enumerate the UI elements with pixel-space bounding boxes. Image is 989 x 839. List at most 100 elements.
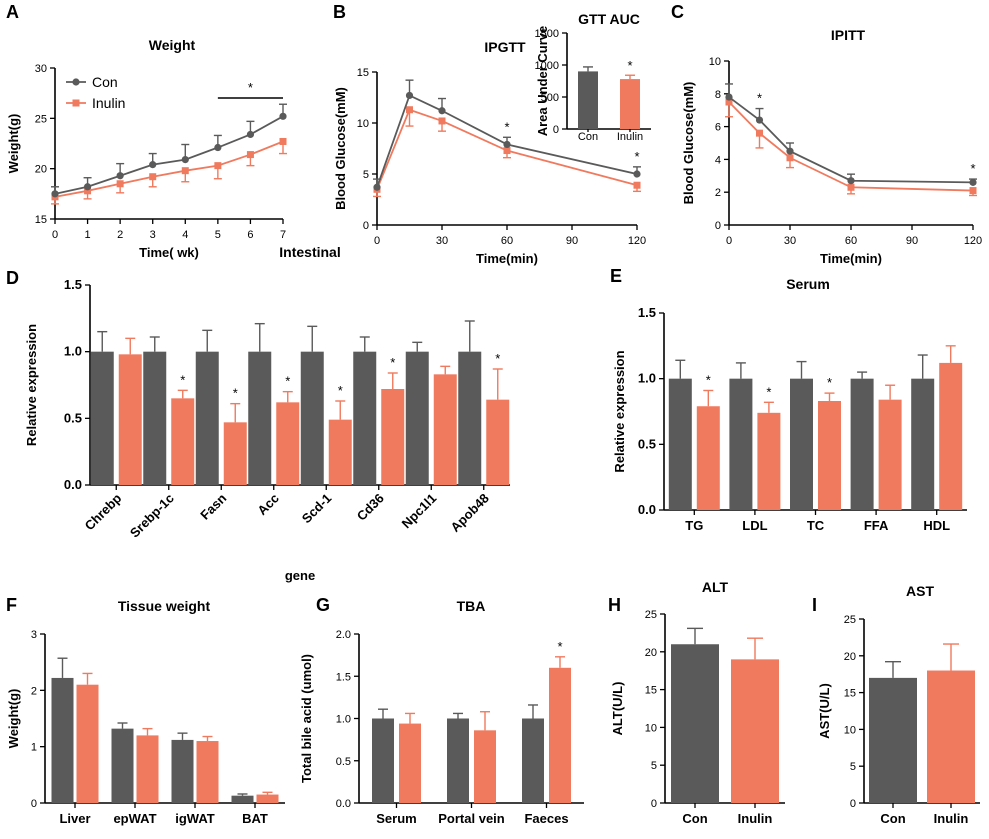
chart-title: Serum [786,276,830,292]
bar-inulin [256,794,279,803]
x-axis-label: Time(min) [476,251,538,266]
bar-inulin [696,406,720,510]
y-tick-label: 15 [357,67,369,79]
x-tick-label: Srebp-1c [127,491,177,541]
x-axis-label: gene [285,568,315,583]
y-tick-label: 20 [645,647,657,659]
y-tick-label: 1.0 [64,344,82,359]
y-tick-label: 6 [715,122,721,134]
y-tick-label: 30 [35,63,47,75]
data-point-con [279,112,287,120]
x-tick-label: 120 [964,235,982,247]
bar-inulin [549,667,571,803]
chart-title: TBA [457,598,486,614]
data-point-con [214,143,222,152]
significance-star: * [757,91,762,106]
chart-A: A Weight 15 20 25 30 0 1 2 3 4 5 6 7 Time( wk) Weight(g… [6,2,287,260]
y-tick-label: 20 [844,651,856,663]
x-tick-label: igWAT [175,811,215,826]
significance-star: * [285,374,290,389]
x-axis-label: Time( wk) [139,245,199,260]
bar-inulin [136,735,159,803]
y-tick-label: 0.0 [336,798,351,810]
y-tick-label: 0.5 [64,410,82,425]
x-tick-label: Serum [376,811,416,826]
x-tick-label: 30 [784,235,796,247]
x-tick-label: Scd-1 [299,491,335,527]
y-tick-label: 1.5 [336,671,351,683]
data-point-inulin [149,173,157,181]
significance-star: * [706,372,711,387]
significance-star: * [180,372,185,387]
x-tick-label: 5 [215,229,221,241]
data-point-con [149,161,157,169]
y-axis-label: AST(U/L) [817,683,832,739]
y-tick-label: 5 [651,760,657,772]
x-tick-label: Faeces [524,811,568,826]
y-axis-label: Blood Glucose(mM) [681,82,696,205]
bar-inulin [399,723,421,803]
y-tick-label: 1000 [535,60,559,72]
y-tick-label: 10 [844,724,856,736]
significance-star: * [338,383,343,398]
data-point-con [633,170,641,178]
y-tick-label: 8 [715,89,721,101]
y-tick-label: 20 [35,164,47,176]
x-tick-label: Cd36 [354,491,387,524]
bar-inulin [878,399,902,510]
chart-title: Tissue weight [118,598,211,614]
panel-letter: H [608,595,621,615]
y-tick-label: 25 [35,113,47,125]
x-axis-label: Time(min) [820,251,882,266]
panel-letter: B [333,2,346,22]
bar-con [90,351,114,485]
data-point-inulin [246,151,254,159]
y-axis-label: Relative expression [24,324,39,446]
data-point-con [246,130,255,139]
x-tick-label: Inulin [738,811,773,826]
bar-inulin [196,741,219,803]
data-point-inulin [503,147,511,155]
x-tick-label: Con [578,131,598,143]
y-tick-label: 15 [35,214,47,226]
data-point-con [181,156,189,164]
panel-letter: D [6,268,19,288]
bar-con [850,378,874,510]
data-point-inulin [633,181,641,189]
chart-B: B IPGTT 0 5 10 15 0 30 60 90 120 Time(min) Blood Glu… [333,2,646,266]
y-tick-label: 5 [363,169,369,181]
data-point-inulin [84,187,92,195]
bar-inulin [76,684,99,803]
chart-title: Intestinal [279,244,340,260]
significance-star: * [766,384,771,399]
x-tick-label: 4 [182,229,188,241]
y-tick-label: 0 [715,220,721,232]
x-tick-label: HDL [923,518,950,533]
bar-con [869,677,917,803]
x-tick-label: TC [807,518,825,533]
y-tick-label: 25 [645,609,657,621]
chart-title: Weight [149,37,196,53]
bar-con [671,644,719,803]
bar-inulin [757,412,781,510]
x-tick-label: Inulin [617,131,643,143]
significance-star: * [827,375,832,390]
bar-con [790,378,813,510]
y-tick-label: 1.5 [638,305,656,320]
bar-inulin [818,400,841,510]
y-tick-label: 1500 [535,28,559,40]
x-tick-label: Con [880,811,905,826]
data-point-con [116,172,124,180]
y-tick-label: 1 [31,742,37,754]
bar-con [458,351,482,485]
y-axis-label: Total bile acid (umol) [299,654,314,783]
x-tick-label: BAT [242,811,268,826]
y-tick-label: 1.5 [64,277,82,292]
panel-letter: E [610,266,622,286]
legend-marker [72,78,80,86]
panel-letter: C [671,2,684,22]
chart-title: AST [906,583,934,599]
chart-title: ALT [702,579,729,595]
y-axis-label: ALT(U/L) [610,682,625,736]
